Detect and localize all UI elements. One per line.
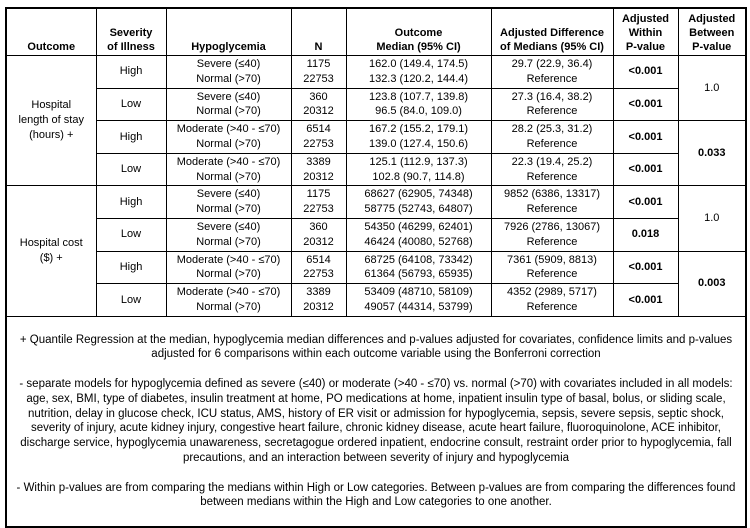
table-row: Low Severe (≤40) Normal (>70) 360 20312 … [6, 87, 746, 122]
cell-n: 360 20312 [290, 217, 347, 252]
table-row: Low Severe (≤40) Normal (>70) 360 20312 … [6, 217, 746, 252]
cell-between-pvalue: 0.033 [677, 120, 747, 187]
header-within-pvalue: Adjusted Within P-value [612, 7, 679, 56]
cell-n: 1175 22753 [290, 55, 347, 89]
cell-severity: Low [95, 87, 167, 122]
cell-adjusted-difference: 22.3 (19.4, 25.2) Reference [490, 152, 614, 187]
cell-severity: High [95, 250, 167, 285]
cell-median: 167.2 (155.2, 179.1) 139.0 (127.4, 150.6… [345, 120, 492, 154]
page: Outcome Severity of Illness Hypoglycemia… [5, 7, 747, 528]
cell-within-pvalue: <0.001 [612, 55, 679, 89]
cell-severity: Low [95, 283, 167, 317]
cell-within-pvalue: <0.001 [612, 120, 679, 154]
cell-hypoglycemia: Moderate (>40 - ≤70) Normal (>70) [165, 283, 292, 317]
table-row: Hospital length of stay (hours) + High S… [5, 54, 747, 187]
cell-median: 53409 (48710, 58109) 49057 (44314, 53799… [345, 283, 492, 317]
cell-hypoglycemia: Severe (≤40) Normal (>70) [165, 87, 292, 122]
outcomes-table: Outcome Severity of Illness Hypoglycemia… [5, 7, 747, 528]
cell-n: 360 20312 [290, 87, 347, 122]
cell-hypoglycemia: Severe (≤40) Normal (>70) [165, 55, 292, 89]
footnote-pvalue-explanation: - Within p-values are from comparing the… [16, 481, 736, 509]
table-row: Low Moderate (>40 - ≤70) Normal (>70) 33… [6, 152, 746, 187]
header-row: Outcome Severity of Illness Hypoglycemia… [5, 7, 747, 56]
header-hypoglycemia: Hypoglycemia [165, 7, 292, 56]
cell-adjusted-difference: 27.3 (16.4, 38.2) Reference [490, 87, 614, 122]
cell-within-pvalue: <0.001 [612, 87, 679, 122]
header-between-pvalue: Adjusted Between P-value [677, 7, 747, 56]
cell-within-pvalue: <0.001 [612, 185, 679, 219]
cell-hypoglycemia: Severe (≤40) Normal (>70) [165, 185, 292, 219]
cell-within-pvalue: <0.001 [612, 250, 679, 285]
cell-severity: High [95, 55, 167, 89]
cell-hypoglycemia: Moderate (>40 - ≤70) Normal (>70) [165, 152, 292, 187]
table-row: High Moderate (>40 - ≤70) Normal (>70) 6… [6, 120, 747, 187]
cell-severity: High [95, 120, 167, 154]
footnote-quantile-regression: + Quantile Regression at the median, hyp… [19, 333, 733, 361]
table-row: Hospital cost ($) + High Severe (≤40) No… [5, 185, 747, 317]
footnote-cell: + Quantile Regression at the median, hyp… [5, 315, 747, 528]
cell-n: 3389 20312 [290, 283, 347, 317]
cell-within-pvalue: <0.001 [612, 152, 679, 187]
cell-between-pvalue: 0.003 [677, 250, 747, 317]
cell-hypoglycemia: Moderate (>40 - ≤70) Normal (>70) [165, 120, 292, 154]
cell-hypoglycemia: Moderate (>40 - ≤70) Normal (>70) [165, 250, 292, 285]
cell-adjusted-difference: 9852 (6386, 13317) Reference [490, 185, 614, 219]
header-adjusted-difference: Adjusted Difference of Medians (95% CI) [490, 7, 614, 56]
footnote-model-covariates: - separate models for hypoglycemia defin… [19, 377, 733, 464]
cell-adjusted-difference: 28.2 (25.3, 31.2) Reference [490, 120, 614, 154]
cell-severity: High [95, 185, 167, 219]
cell-n: 6514 22753 [290, 120, 347, 154]
cell-adjusted-difference: 29.7 (22.9, 36.4) Reference [490, 55, 614, 89]
cell-severity: Low [95, 152, 167, 187]
cell-adjusted-difference: 7361 (5909, 8813) Reference [490, 250, 614, 285]
cell-median: 54350 (46299, 62401) 46424 (40080, 52768… [345, 217, 492, 252]
cell-severity: Low [95, 217, 167, 252]
cell-n: 3389 20312 [290, 152, 347, 187]
table-row: Low Moderate (>40 - ≤70) Normal (>70) 33… [6, 283, 746, 317]
cell-between-pvalue: 1.0 [677, 54, 747, 122]
cell-within-pvalue: <0.001 [612, 283, 679, 317]
cell-adjusted-difference: 4352 (2989, 5717) Reference [490, 283, 614, 317]
header-outcome: Outcome [5, 7, 97, 56]
cell-n: 6514 22753 [290, 250, 347, 285]
footnote-row: + Quantile Regression at the median, hyp… [5, 315, 747, 528]
cell-outcome-cost: Hospital cost ($) + [5, 185, 97, 317]
header-n: N [290, 7, 347, 56]
cell-median: 123.8 (107.7, 139.8) 96.5 (84.0, 109.0) [345, 87, 492, 122]
table-row: High Moderate (>40 - ≤70) Normal (>70) 6… [6, 250, 747, 317]
header-severity: Severity of Illness [95, 7, 167, 56]
cell-within-pvalue: 0.018 [612, 217, 679, 252]
cell-adjusted-difference: 7926 (2786, 13067) Reference [490, 217, 614, 252]
cell-median: 162.0 (149.4, 174.5) 132.3 (120.2, 144.4… [345, 55, 492, 89]
cell-between-pvalue: 1.0 [677, 185, 747, 252]
cell-n: 1175 22753 [290, 185, 347, 219]
cell-median: 125.1 (112.9, 137.3) 102.8 (90.7, 114.8) [345, 152, 492, 187]
cell-median: 68725 (64108, 73342) 61364 (56793, 65935… [345, 250, 492, 285]
cell-median: 68627 (62905, 74348) 58775 (52743, 64807… [345, 185, 492, 219]
header-median: Outcome Median (95% CI) [345, 7, 492, 56]
cell-outcome-los: Hospital length of stay (hours) + [5, 54, 97, 187]
cell-hypoglycemia: Severe (≤40) Normal (>70) [165, 217, 292, 252]
